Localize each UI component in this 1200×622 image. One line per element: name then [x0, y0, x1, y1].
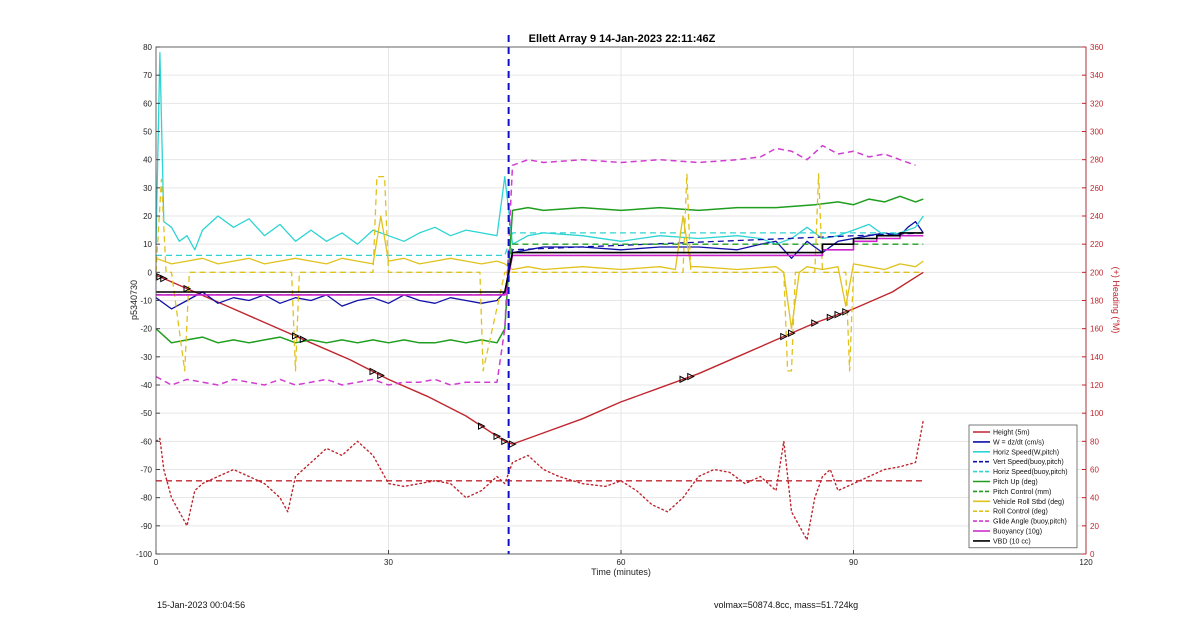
y-right-tick-label: 220: [1090, 240, 1104, 249]
x-axis-label: Time (minutes): [591, 567, 651, 577]
y-tick-label: 70: [143, 71, 152, 80]
legend-label: Pitch Control (mm): [993, 489, 1051, 496]
y-right-tick-label: 340: [1090, 71, 1104, 80]
height-marker: [183, 284, 192, 293]
height-marker: [369, 367, 378, 376]
series-line-11: [156, 232, 924, 293]
x-tick-label: 30: [384, 558, 393, 567]
y-right-tick-label: 100: [1090, 409, 1104, 418]
height-marker: [826, 313, 835, 322]
legend-label: Horiz Speed(buoy,pitch): [993, 469, 1068, 476]
x-tick-label: 90: [849, 558, 858, 567]
y-right-tick-label: 120: [1090, 381, 1104, 390]
y-tick-label: 20: [143, 212, 152, 221]
legend-label: Pitch Up (deg): [993, 479, 1038, 486]
series-line-9: [155, 144, 916, 386]
axes: 0 30 60 90 12080706050403020100-10-20-30-40-…: [136, 43, 1104, 567]
height-marker: [509, 440, 517, 448]
y-right-tick-label: 200: [1090, 268, 1104, 277]
y-tick-label: 60: [143, 99, 152, 108]
y-tick-label: 50: [143, 128, 152, 137]
legend-label: W = dz/dt (cm/s): [993, 439, 1044, 446]
height-marker: [788, 329, 796, 337]
y-right-tick-label: 300: [1090, 128, 1104, 137]
y-right-tick-label: 280: [1090, 156, 1104, 165]
height-marker: [493, 432, 502, 441]
legend-box: [968, 424, 1078, 549]
height-marker: [679, 375, 688, 384]
height-marker: [687, 372, 695, 381]
x-tick-label: 0: [154, 558, 159, 567]
series-line-0: [155, 271, 924, 445]
y-right-tick-label: 40: [1090, 494, 1099, 503]
legend: Height (5m) W = dz/dt (cm/s) Horiz Speed(W…: [968, 424, 1078, 549]
y-tick-label: -20: [140, 325, 152, 334]
series-layer: [155, 35, 924, 554]
y-tick-label: 0: [148, 268, 153, 277]
x-tick-label: 60: [617, 558, 626, 567]
y-tick-label: -60: [140, 437, 152, 446]
series-line-2: [155, 51, 924, 251]
y-axis-label: p5340730: [129, 280, 139, 320]
legend-label: Glide Angle (buoy,pitch): [993, 519, 1067, 526]
height-marker: [842, 307, 850, 316]
y-right-tick-label: 60: [1090, 466, 1099, 475]
legend-label: Roll Control (deg): [993, 509, 1048, 516]
y-tick-label: -40: [140, 381, 152, 390]
series-line-5: [155, 195, 924, 344]
legend-label: Horiz Speed(W,pitch): [993, 449, 1059, 456]
y-right-tick-label: 0: [1090, 550, 1095, 559]
height-marker: [292, 332, 300, 340]
height-marker: [377, 371, 385, 380]
y-tick-label: -10: [140, 297, 152, 306]
y-tick-label: -90: [140, 522, 152, 531]
height-marker: [834, 310, 843, 319]
y-tick-label: -100: [136, 550, 153, 559]
y-tick-label: 30: [143, 184, 152, 193]
x-tick-label: 120: [1079, 558, 1093, 567]
height-marker: [811, 319, 819, 327]
y-tick-label: -80: [140, 494, 152, 503]
y-tick-label: 40: [143, 156, 152, 165]
y-right-tick-label: 260: [1090, 184, 1104, 193]
height-marker: [299, 335, 308, 344]
height-marker: [478, 422, 486, 430]
legend-label: VBD (10 cc): [993, 538, 1031, 545]
chart-title: Ellett Array 9 14-Jan-2023 22:11:46Z: [529, 33, 716, 45]
series-line-12: [155, 419, 924, 541]
footer-timestamp: 15-Jan-2023 00:04:56: [157, 600, 245, 610]
y-right-tick-label: 80: [1090, 437, 1099, 446]
height-marker: [156, 273, 164, 281]
y-right-tick-label: 20: [1090, 522, 1099, 531]
height-marker: [780, 332, 788, 341]
y-tick-label: 80: [143, 43, 152, 52]
legend-label: Vert Speed(buoy,pitch): [993, 459, 1064, 466]
y-right-tick-label: 240: [1090, 212, 1104, 221]
y-right-tick-label: 160: [1090, 325, 1104, 334]
series-line-1: [155, 220, 924, 310]
legend-label: Height (5m): [993, 430, 1030, 437]
height-marker: [160, 274, 168, 283]
y-tick-label: -70: [140, 466, 152, 475]
y-right-tick-label: 360: [1090, 43, 1104, 52]
series-line-8: [155, 173, 924, 372]
y-tick-label: 10: [143, 240, 152, 249]
height-marker: [501, 437, 509, 446]
legend-label: Buoyancy (10g): [993, 529, 1042, 536]
y-right-tick-label: 140: [1090, 353, 1104, 362]
y-right-axis-label: (+) Heading (°M): [1111, 267, 1121, 334]
legend-label: Vehicle Roll Stbd (deg): [993, 499, 1064, 506]
y-right-tick-label: 180: [1090, 297, 1104, 306]
y-tick-label: -50: [140, 409, 152, 418]
y-right-tick-label: 320: [1090, 99, 1104, 108]
footer-volmax-mass: volmax=50874.8cc, mass=51.724kg: [714, 600, 858, 610]
y-tick-label: -30: [140, 353, 152, 362]
